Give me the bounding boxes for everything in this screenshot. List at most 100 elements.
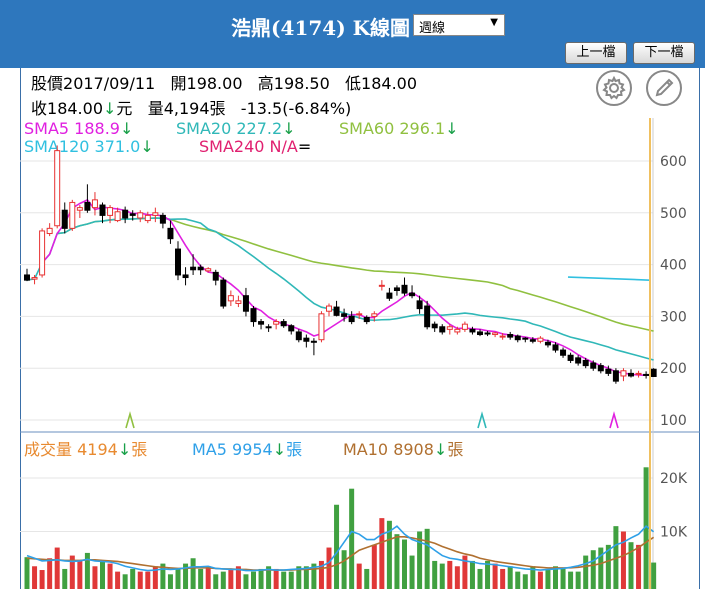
- candle: [635, 370, 642, 378]
- candle: [431, 321, 438, 332]
- volume-bar: [107, 563, 113, 589]
- volume-bar: [462, 555, 468, 589]
- volume-bar: [454, 566, 460, 589]
- candle-body: [137, 212, 144, 219]
- candle: [182, 267, 189, 286]
- candle: [61, 202, 68, 234]
- volume-bar: [568, 571, 574, 589]
- volume-bar: [492, 563, 498, 589]
- candle-body: [582, 359, 589, 367]
- legend-volume-unit: 張: [131, 440, 148, 459]
- candle-body: [310, 340, 317, 343]
- candle-body: [114, 211, 121, 222]
- candle: [597, 363, 604, 374]
- candle-body: [69, 201, 76, 229]
- candle-body: [386, 292, 393, 299]
- candle: [235, 295, 242, 308]
- candle: [265, 324, 272, 332]
- draw-button[interactable]: [646, 70, 682, 106]
- candle: [461, 321, 468, 332]
- volume-bar: [220, 571, 226, 589]
- candle-body: [514, 335, 521, 341]
- candle: [341, 308, 348, 322]
- change-value: -13.5(-6.84%): [240, 99, 352, 118]
- candle-body: [363, 316, 370, 323]
- candle: [39, 228, 46, 278]
- candle-body: [544, 341, 551, 346]
- candle: [650, 368, 657, 378]
- period-select[interactable]: 週線 ▼: [413, 14, 505, 36]
- candle: [258, 318, 265, 330]
- price-gridlines: [20, 160, 653, 421]
- volume-bar: [213, 574, 219, 589]
- volume-unit: 張: [209, 99, 226, 118]
- volume-bar: [47, 558, 53, 589]
- volume-bar: [160, 563, 166, 589]
- period-select-value: 週線: [419, 21, 446, 36]
- candle: [107, 205, 114, 224]
- volume-bar: [553, 566, 558, 589]
- next-stock-button[interactable]: 下一檔: [633, 42, 695, 64]
- volume-bar: [530, 566, 536, 589]
- volume-ma5-line: [26, 525, 655, 572]
- volume-bar: [228, 568, 234, 589]
- volume-bar: [485, 560, 491, 589]
- candle-body: [522, 337, 529, 340]
- candle: [401, 277, 408, 296]
- candle-body: [484, 332, 491, 335]
- volume-bar: [326, 547, 332, 589]
- volume-bar: [469, 560, 475, 589]
- volume-bar: [311, 563, 317, 589]
- candle-body: [31, 277, 38, 280]
- candle: [288, 324, 295, 335]
- header-bar: 浩鼎(4174) K線圖 週線 ▼ 上一檔 下一檔: [0, 0, 705, 68]
- volume-bar: [258, 568, 264, 589]
- candle: [628, 369, 634, 378]
- candle-body: [212, 271, 219, 281]
- high-value: 198.50: [273, 74, 330, 93]
- candle: [167, 220, 174, 244]
- sma20-line: [26, 217, 654, 361]
- candle-body: [356, 313, 363, 316]
- candle: [122, 206, 129, 224]
- prev-stock-button[interactable]: 上一檔: [565, 42, 627, 64]
- candle-body: [620, 370, 627, 377]
- candle: [137, 210, 144, 223]
- candle: [333, 300, 340, 317]
- volume-bar: [417, 531, 423, 589]
- candle-body: [295, 331, 302, 341]
- settings-button[interactable]: [596, 70, 632, 106]
- candle: [46, 223, 53, 237]
- candle: [612, 368, 619, 384]
- price-tick-label: 100: [660, 413, 687, 429]
- candle: [560, 347, 567, 358]
- candle-body: [326, 305, 332, 312]
- pencil-icon: [655, 78, 674, 97]
- candle: [242, 287, 249, 317]
- volume-bar: [334, 504, 340, 589]
- volume-label: 量: [147, 99, 164, 118]
- candle-body: [152, 212, 159, 216]
- candle: [522, 337, 529, 343]
- candle-body: [537, 337, 544, 342]
- candle: [620, 368, 627, 382]
- candle-body: [446, 326, 453, 330]
- legend-sma20-text: SMA20 227.2: [176, 119, 283, 138]
- candle: [605, 365, 612, 376]
- candle-body: [280, 321, 287, 327]
- volume-bar: [371, 544, 377, 589]
- legend-ma5-arrow: ↓: [272, 440, 287, 459]
- dropdown-arrow-icon: ▼: [490, 17, 498, 28]
- volume-bar: [537, 571, 543, 589]
- candle-body: [499, 335, 506, 338]
- volume-bar: [590, 550, 596, 589]
- volume-bar: [92, 566, 98, 589]
- volume-bar: [24, 557, 30, 589]
- candle: [575, 355, 582, 366]
- volume-bar: [598, 547, 604, 589]
- candle-body: [182, 274, 189, 279]
- legend-volume: 成交量 4194↓張: [24, 436, 147, 460]
- candle-body: [341, 313, 348, 317]
- volume-bar: [620, 531, 626, 589]
